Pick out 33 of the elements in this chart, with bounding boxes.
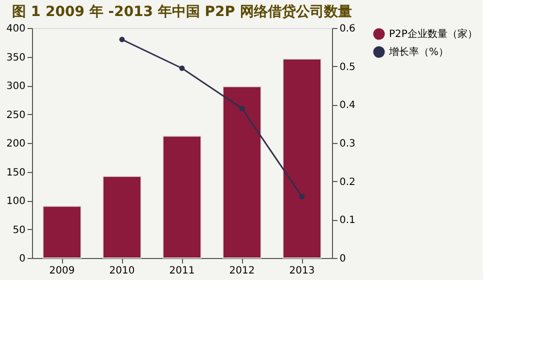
y-tick-label: 250 — [6, 110, 26, 121]
y-tick-label: 200 — [6, 138, 26, 150]
bar — [162, 136, 202, 258]
y2-tick-label: 0.3 — [340, 138, 356, 150]
y2-tick-label: 0.1 — [340, 215, 356, 226]
bar — [42, 206, 82, 258]
x-tick-label: 2010 — [109, 266, 135, 276]
y2-tick-label: 0.2 — [340, 176, 356, 188]
y2-tick-label: 0.5 — [340, 62, 356, 73]
y-tick-label: 0 — [19, 254, 26, 264]
y-tick-label: 50 — [12, 224, 26, 236]
y-tick-label: 350 — [6, 52, 26, 64]
y2-tick-label: 0 — [340, 254, 346, 264]
chart-title: 图 1 2009 年 -2013 年中国 P2P 网络借贷公司数量 — [12, 3, 352, 20]
point — [179, 66, 185, 71]
y2-tick-label: 0.4 — [340, 100, 356, 112]
x-tick-label: 2012 — [229, 266, 255, 276]
y-tick-label: 300 — [6, 81, 26, 92]
x-tick-label: 2013 — [289, 266, 315, 276]
bar — [222, 86, 262, 258]
point — [119, 36, 125, 42]
x-tick-label: 2011 — [169, 266, 195, 276]
y-tick-label: 400 — [6, 24, 26, 34]
y2-tick-label: 0.6 — [340, 24, 356, 34]
y-tick-label: 100 — [6, 196, 26, 207]
legend-label: 增长率（%） — [388, 46, 449, 58]
point — [299, 194, 305, 200]
bar — [282, 58, 322, 258]
y-tick-label: 150 — [6, 167, 26, 178]
point — [239, 106, 245, 112]
x-tick-label: 2009 — [49, 266, 75, 276]
bar — [102, 176, 142, 258]
legend-label: P2P企业数量（家） — [389, 28, 478, 40]
